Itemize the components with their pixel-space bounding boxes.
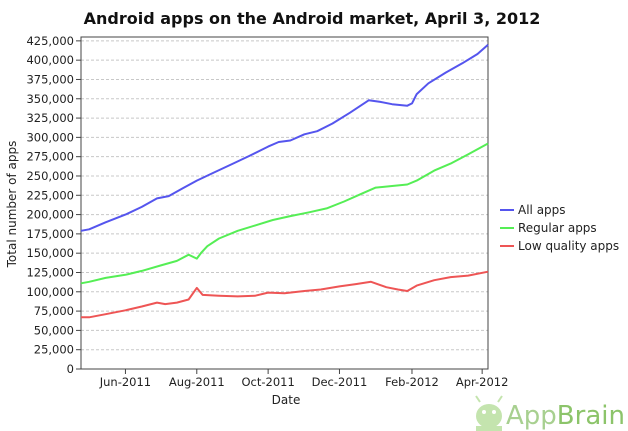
brand-name-app: App xyxy=(506,401,557,431)
y-axis-ticks: 0 25,000 50,000 75,000 100,000 125,000 150,000… xyxy=(26,34,81,376)
appbrain-logo: AppBrain xyxy=(475,395,625,431)
y-tick-label: 325,000 xyxy=(26,111,74,125)
y-tick-label: 175,000 xyxy=(26,227,74,241)
x-tick-label: Jun-2011 xyxy=(99,375,151,389)
y-tick-label: 250,000 xyxy=(26,169,74,183)
y-tick-label: 125,000 xyxy=(26,265,74,279)
series-line-low-quality-apps xyxy=(81,270,489,319)
y-tick-label: 350,000 xyxy=(26,92,74,106)
brand-name: AppBrain xyxy=(506,401,625,431)
chart-title: Android apps on the Android market, Apri… xyxy=(84,9,541,28)
brand-name-brain: Brain xyxy=(557,401,625,431)
series-lines xyxy=(80,43,489,319)
legend-label-low-quality-apps: Low quality apps xyxy=(518,239,619,253)
y-tick-label: 75,000 xyxy=(34,304,74,318)
y-tick-label: 375,000 xyxy=(26,72,74,86)
y-tick-label: 150,000 xyxy=(26,246,74,260)
x-tick-label: Oct-2011 xyxy=(241,375,294,389)
x-tick-label: Feb-2012 xyxy=(385,375,439,389)
y-tick-label: 50,000 xyxy=(34,323,74,337)
y-tick-label: 200,000 xyxy=(26,208,74,222)
y-tick-label: 0 xyxy=(67,362,74,376)
series-line-regular-apps xyxy=(80,142,489,285)
y-tick-label: 300,000 xyxy=(26,130,74,144)
y-tick-label: 25,000 xyxy=(34,343,74,357)
y-tick-label: 100,000 xyxy=(26,285,74,299)
x-tick-label: Apr-2012 xyxy=(456,375,509,389)
x-tick-label: Dec-2011 xyxy=(312,375,368,389)
y-axis-label: Total number of apps xyxy=(5,141,19,269)
x-axis-label: Date xyxy=(272,393,301,407)
legend: All apps Regular apps Low quality apps xyxy=(500,203,619,253)
x-tick-label: Aug-2011 xyxy=(169,375,225,389)
series-line-all-apps xyxy=(80,43,489,232)
y-tick-label: 275,000 xyxy=(26,150,74,164)
legend-label-all-apps: All apps xyxy=(518,203,566,217)
android-robot-icon xyxy=(475,395,503,431)
x-axis-ticks: Jun-2011 Aug-2011 Oct-2011 Dec-2011 Feb-2012… xyxy=(99,369,509,389)
y-tick-label: 425,000 xyxy=(26,34,74,48)
grid xyxy=(81,40,488,351)
y-tick-label: 400,000 xyxy=(26,53,74,67)
plot-frame xyxy=(80,36,489,370)
y-tick-label: 225,000 xyxy=(26,188,74,202)
legend-label-regular-apps: Regular apps xyxy=(518,221,597,235)
